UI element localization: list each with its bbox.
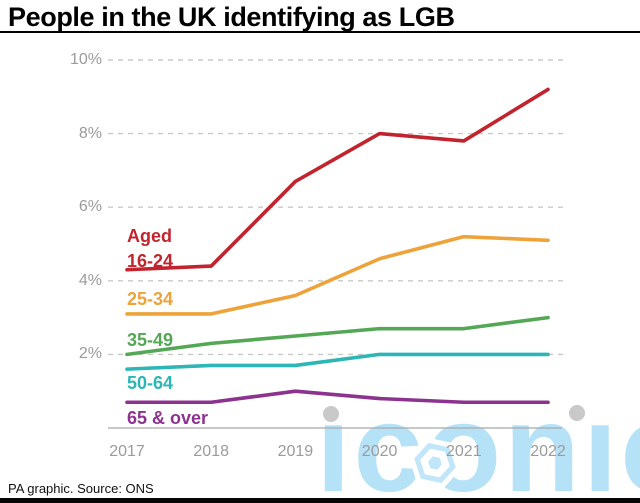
series-line-25-34 — [125, 234, 550, 316]
y-tick-label: 2% — [78, 345, 102, 363]
y-tick-label: 4% — [78, 271, 102, 289]
page-title: People in the UK identifying as LGB — [8, 2, 455, 32]
series-line-50-64 — [125, 352, 550, 371]
bottom-bar — [0, 498, 640, 503]
y-tick-label: 10% — [69, 51, 102, 68]
x-tick-label: 2021 — [446, 443, 482, 460]
series-line-35-49 — [125, 315, 550, 357]
legend-label-35-49: 35-49 — [127, 330, 174, 350]
source-credit: PA graphic. Source: ONS — [8, 481, 154, 496]
legend-label-50-64: 50-64 — [127, 373, 174, 393]
series-line-aged-16-24 — [125, 87, 550, 272]
legend-label-aged-16-24: Aged 16-24 — [127, 226, 174, 271]
x-tick-label: 2019 — [277, 443, 314, 460]
x-tick-label: 2020 — [361, 443, 398, 460]
series-line-65-over — [125, 389, 550, 405]
x-tick-label: 2022 — [530, 443, 566, 460]
legend-label-65-over: 65 & over — [127, 408, 209, 428]
y-tick-label: 8% — [78, 124, 102, 142]
y-tick-label: 6% — [78, 198, 102, 216]
title-rule — [0, 31, 640, 33]
x-tick-label: 2018 — [193, 443, 229, 460]
legend-label-25-34: 25-34 — [127, 289, 174, 309]
x-tick-label: 2017 — [109, 443, 145, 460]
